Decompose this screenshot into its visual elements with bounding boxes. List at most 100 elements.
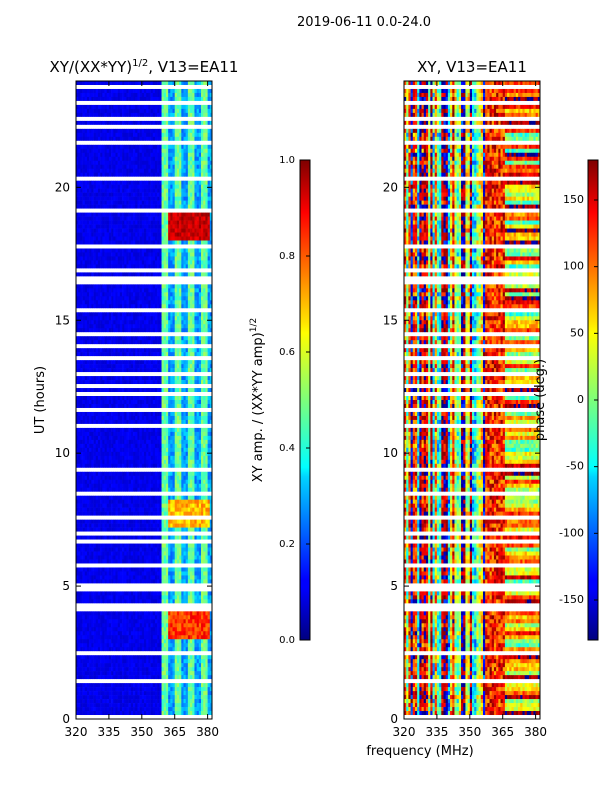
amp-cell [203, 100, 206, 106]
amp-cell [163, 212, 167, 217]
amp-cell [126, 256, 129, 261]
amp-cell [196, 164, 200, 170]
amp-cell [179, 276, 182, 281]
amp-cell [179, 320, 182, 325]
amp-cell [207, 320, 211, 325]
amp-cell [190, 120, 193, 126]
amp-cell [84, 320, 88, 325]
amp-cell [95, 348, 99, 353]
amp-cell [181, 260, 184, 265]
amp-cell [163, 148, 167, 154]
amp-cell [128, 372, 132, 377]
amp-cell [115, 104, 118, 110]
amp-cell [148, 312, 151, 317]
amp-cell [111, 96, 114, 102]
amp-cell [161, 208, 165, 213]
amp-cell [152, 256, 156, 261]
amp-cell [190, 360, 193, 365]
amp-cell [84, 268, 88, 273]
amp-cell [209, 136, 212, 142]
amp-cell [93, 240, 97, 245]
amp-cell [150, 276, 154, 281]
amp-cell [115, 260, 118, 265]
amp-cell [146, 364, 149, 369]
amp-cell [95, 124, 99, 130]
amp-cell [168, 292, 171, 297]
amp-cell [100, 200, 103, 205]
amp-cell [192, 112, 195, 118]
amp-cell [100, 364, 103, 369]
amp-cell [82, 276, 86, 281]
amp-cell [108, 120, 112, 126]
amp-cell [176, 204, 180, 209]
amp-cell [165, 388, 169, 393]
amp-cell [89, 400, 92, 405]
amp-cell [207, 392, 211, 397]
amp-cell [93, 180, 97, 185]
amp-cell [196, 256, 200, 261]
amp-cell [209, 332, 212, 337]
amp-cell [133, 224, 136, 229]
amp-cell [113, 84, 116, 90]
amp-cell [183, 340, 186, 345]
amp-cell [137, 81, 140, 86]
amp-cell [146, 348, 149, 353]
amp-cell [196, 352, 200, 357]
amp-cell [117, 320, 121, 325]
amp-cell [190, 84, 193, 90]
amp-cell [128, 308, 132, 313]
amp-cell [76, 352, 79, 357]
amp-cell [170, 92, 173, 98]
amp-cell [100, 116, 103, 122]
amp-cell [170, 216, 173, 221]
amp-cell [174, 192, 178, 197]
amp-cell [170, 188, 173, 193]
amp-cell [168, 172, 171, 177]
amp-cell [196, 220, 200, 225]
amp-cell [97, 152, 101, 158]
amp-cell [113, 228, 116, 233]
amp-cell [106, 220, 110, 225]
amp-cell [203, 380, 206, 385]
amp-cell [89, 364, 92, 369]
amp-cell [207, 96, 211, 102]
amp-cell [205, 292, 208, 297]
amp-cell [183, 156, 186, 162]
amp-cell [91, 400, 94, 405]
amp-cell [137, 212, 140, 217]
amp-cell [174, 328, 178, 333]
amp-cell [130, 148, 134, 154]
amp-cell [203, 232, 206, 237]
amp-cell [146, 196, 149, 201]
amp-cell [104, 352, 108, 357]
amp-cell [154, 172, 158, 177]
amp-cell [159, 252, 162, 257]
amp-cell [108, 388, 112, 393]
amp-cell [209, 272, 212, 277]
amp-cell [144, 276, 147, 281]
amp-cell [203, 324, 206, 329]
amp-cell [157, 168, 160, 174]
amp-cell [106, 376, 110, 381]
amp-cell [130, 184, 134, 189]
amp-cell [137, 260, 140, 265]
amp-cell [172, 88, 176, 94]
amp-cell [152, 160, 156, 166]
amp-cell [102, 280, 105, 285]
amp-cell [86, 164, 90, 170]
amp-cell [196, 188, 200, 193]
amp-cell [135, 88, 138, 94]
amp-cell [141, 236, 145, 241]
amp-cell [168, 124, 171, 130]
amp-cell [100, 280, 103, 285]
amp-cell [97, 136, 101, 142]
amp-cell [122, 304, 125, 309]
amp-cell [172, 248, 176, 253]
amp-cell [113, 156, 116, 162]
amp-cell [152, 316, 156, 321]
amp-cell [78, 400, 81, 405]
amp-cell [119, 304, 123, 309]
amp-cell [139, 81, 143, 86]
amp-cell [108, 356, 112, 361]
amp-cell [185, 172, 189, 177]
